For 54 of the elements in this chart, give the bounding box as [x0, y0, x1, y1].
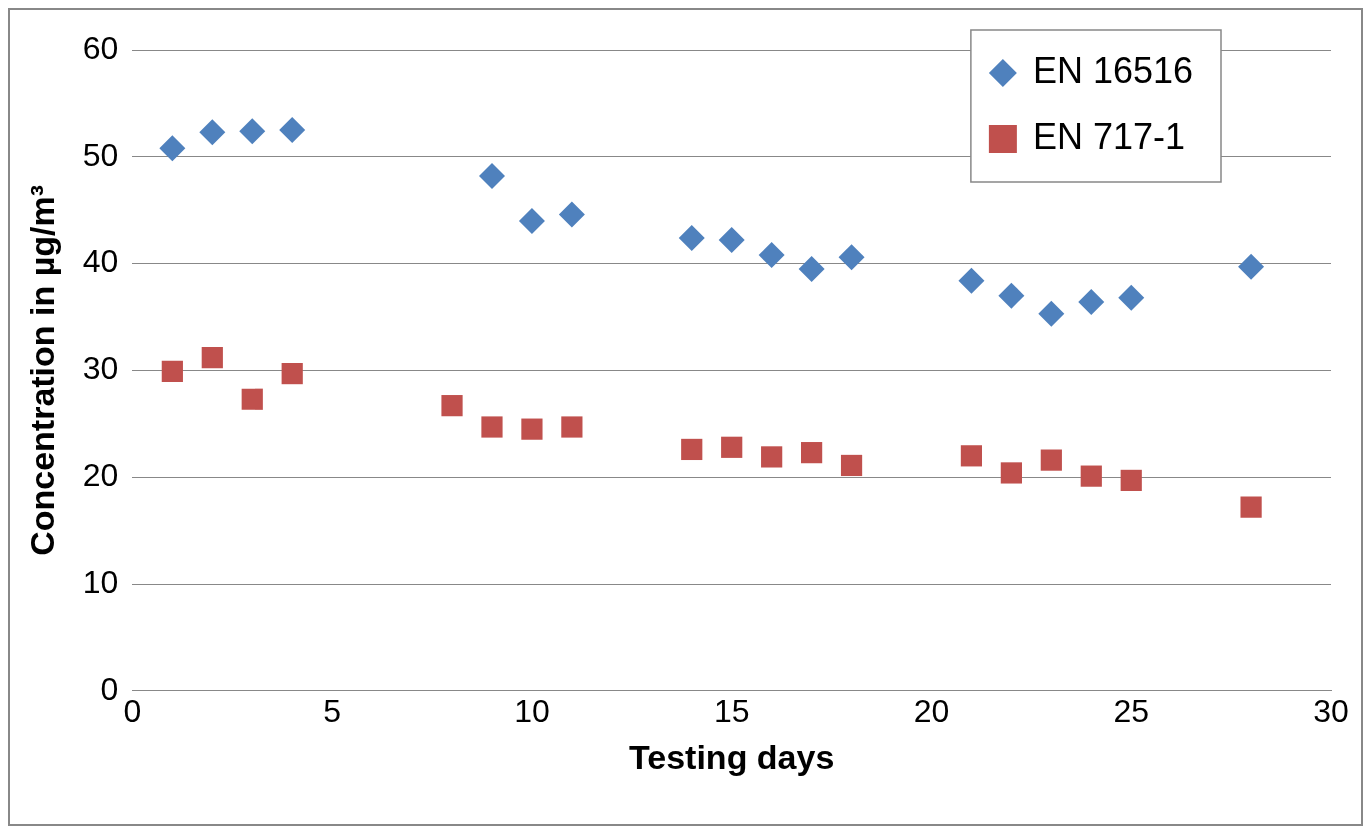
- point: [201, 346, 223, 369]
- point: [239, 118, 266, 145]
- x-tick-label: 15: [713, 692, 750, 729]
- y-tick-label: 40: [82, 243, 119, 280]
- point: [998, 282, 1025, 309]
- x-tick-label: 10: [514, 692, 550, 729]
- point: [561, 416, 583, 438]
- point: [441, 395, 463, 417]
- point: [1040, 449, 1062, 471]
- y-axis-title: Concentration in µg/m³: [22, 184, 61, 556]
- x-tick-label: 20: [913, 692, 950, 729]
- point: [1080, 465, 1102, 487]
- x-tick-label: 5: [323, 692, 342, 729]
- point: [1240, 496, 1262, 518]
- y-tick-label: 50: [82, 136, 119, 173]
- point: [840, 454, 863, 477]
- point: [159, 135, 186, 162]
- point: [678, 224, 705, 251]
- point: [721, 436, 743, 458]
- point: [1120, 469, 1142, 492]
- point: [279, 117, 306, 144]
- y-tick-label: 10: [82, 563, 119, 600]
- point: [1238, 253, 1265, 280]
- point: [718, 227, 745, 254]
- point: [1038, 300, 1065, 327]
- point: [801, 442, 823, 464]
- point: [1078, 289, 1105, 316]
- legend-label: EN 717-1: [1032, 115, 1185, 157]
- point: [1118, 284, 1145, 311]
- point: [958, 267, 985, 294]
- x-tick-label: 25: [1113, 692, 1150, 729]
- y-tick-label: 60: [82, 29, 119, 66]
- x-tick-label: 30: [1313, 692, 1349, 729]
- point: [761, 446, 783, 468]
- legend-label: EN 16516: [1032, 49, 1194, 91]
- point: [798, 255, 825, 282]
- point: [521, 418, 543, 440]
- point: [838, 244, 865, 271]
- point: [1000, 462, 1022, 484]
- point: [241, 388, 263, 410]
- point: [558, 201, 585, 228]
- y-tick-label: 20: [82, 457, 119, 494]
- y-tick-label: 30: [82, 350, 119, 387]
- point: [960, 445, 983, 467]
- point: [758, 242, 785, 269]
- x-axis-title: Testing days: [629, 737, 835, 776]
- x-tick-label: 0: [123, 692, 142, 729]
- point: [481, 416, 503, 438]
- point: [681, 438, 703, 461]
- point: [518, 207, 545, 234]
- point: [478, 163, 505, 190]
- point: [281, 363, 303, 385]
- point: [161, 360, 183, 383]
- point: [199, 119, 226, 146]
